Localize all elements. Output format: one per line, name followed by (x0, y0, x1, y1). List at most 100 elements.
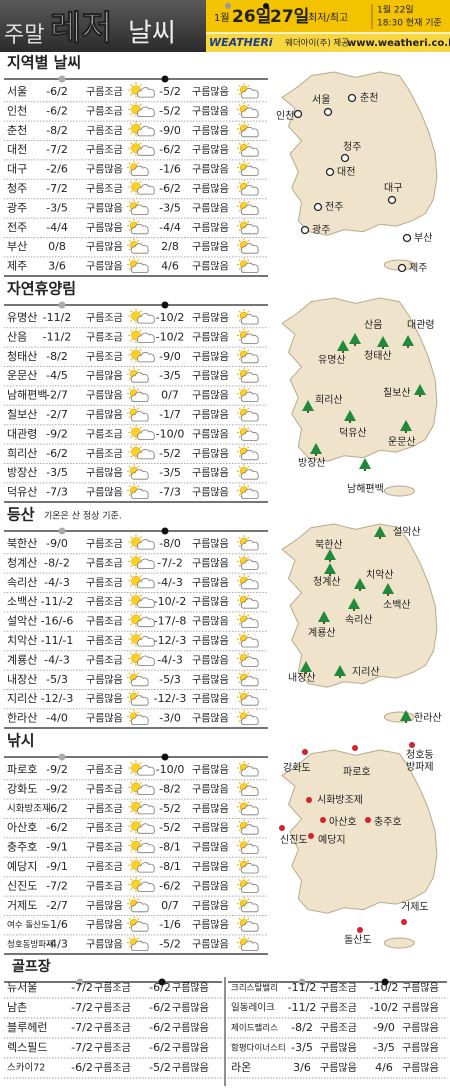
sun-ray (238, 887, 241, 890)
tree-trunk (379, 536, 381, 539)
sun-ray (130, 339, 133, 342)
sun-ray (238, 545, 241, 548)
sun-ray (238, 594, 241, 598)
temperature: -5/2 (159, 938, 181, 951)
sun-ray (130, 868, 133, 871)
cloud (240, 411, 259, 422)
sun-ray (247, 556, 250, 559)
condition: 구름많음 (192, 222, 229, 234)
weather-icon (127, 238, 149, 254)
sun-ray (137, 917, 140, 921)
map-label: 희리산 (315, 394, 343, 406)
place-name: 방장산 (7, 466, 37, 479)
weather-icon (127, 218, 149, 235)
condition: 구름많음 (192, 351, 229, 363)
weather-icon (128, 650, 155, 667)
cloud (240, 333, 259, 344)
cloud (130, 921, 149, 932)
tree-trunk (354, 343, 356, 346)
date-band (206, 0, 450, 33)
sun-ray (128, 945, 131, 948)
place-name: 청계산 (7, 556, 37, 569)
weather-icon (128, 327, 155, 344)
map-marker (293, 109, 303, 119)
condition: 구름많음 (192, 202, 229, 214)
sun-ray (238, 319, 241, 322)
temperature: -4/3 (46, 938, 68, 951)
sun-ray (238, 310, 241, 313)
sun-ray (247, 898, 250, 901)
weather-icon (237, 554, 259, 570)
temperature: -11/2 (43, 311, 72, 324)
map-label: 전주 (325, 201, 343, 213)
sun-ray (139, 633, 142, 636)
temperature: -7/2 (71, 1021, 93, 1034)
sun-ray (130, 123, 133, 126)
condition: 구름많음 (192, 880, 229, 892)
day1-dot (58, 75, 66, 83)
section-title: 지역별 날씨 (7, 54, 81, 72)
cloud (137, 804, 155, 815)
map-land (281, 297, 438, 462)
condition: 구름조금 (86, 803, 123, 815)
cloud (240, 863, 259, 874)
tree (359, 458, 371, 469)
sun-ray (128, 239, 131, 243)
sun-ray (128, 267, 131, 270)
place-name: 청주 (7, 182, 27, 195)
sun-ray (128, 680, 131, 684)
map-marker (387, 195, 397, 205)
cloud (130, 262, 149, 273)
temperature: -3/5 (159, 369, 181, 382)
sun-ray (238, 131, 241, 135)
sun-ray (247, 239, 250, 243)
sun-ray (247, 937, 250, 940)
condition: 구름많음 (172, 982, 209, 994)
condition: 구름많음 (192, 312, 229, 324)
map-label: 돌산도 (344, 934, 372, 946)
weather-icon (237, 780, 259, 796)
sun-ray (137, 485, 140, 488)
sun-ray (238, 771, 241, 774)
temperature: -9/0 (159, 350, 181, 363)
weather-icon (237, 141, 259, 157)
sun-ray (137, 407, 140, 410)
sun-ray (238, 653, 241, 656)
map-label: 설악산 (393, 526, 421, 538)
condition: 구름많음 (172, 1042, 209, 1054)
tree-trunk (353, 608, 355, 611)
condition: 구름조금 (86, 86, 123, 98)
sun-ray (238, 396, 241, 399)
sun-ray (238, 782, 241, 785)
condition: 구름많음 (86, 390, 123, 402)
place-name: 산음 (7, 330, 27, 343)
condition: 구름많음 (192, 105, 229, 117)
temperature: -6/2 (159, 143, 181, 156)
weather-icon (128, 799, 155, 815)
map-label: 대구 (384, 182, 402, 194)
sun-ray (139, 329, 142, 332)
cloud (240, 695, 259, 706)
sun-ray (130, 446, 133, 449)
tree (400, 420, 412, 431)
temperature: -8/0 (159, 537, 181, 550)
map-label: 신진도 (280, 834, 308, 846)
tree (400, 710, 412, 721)
condition: 구름조금 (86, 448, 123, 460)
temperature: -4/-3 (44, 576, 70, 589)
condition: 구름많음 (402, 1042, 439, 1054)
condition: 구름많음 (402, 1002, 439, 1014)
sun-ray (247, 859, 250, 862)
weather-icon (237, 690, 259, 706)
temperature: -6/2 (159, 879, 181, 892)
weather-icon (128, 179, 155, 195)
weather-icon (128, 82, 155, 98)
tree (337, 340, 349, 351)
temperature: -11/-2 (41, 595, 74, 608)
condition: 구름조금 (86, 635, 123, 647)
sun-ray (238, 181, 241, 184)
cloud (240, 223, 259, 235)
condition: 구름조금 (86, 880, 123, 892)
tree (348, 598, 360, 609)
temperature: -3/0 (159, 712, 181, 725)
